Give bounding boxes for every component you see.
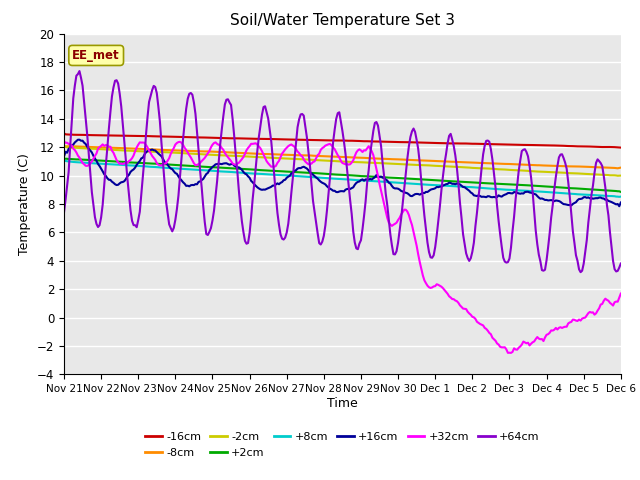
Title: Soil/Water Temperature Set 3: Soil/Water Temperature Set 3 [230,13,455,28]
X-axis label: Time: Time [327,397,358,410]
Y-axis label: Temperature (C): Temperature (C) [19,153,31,255]
Legend: -16cm, -8cm, -2cm, +2cm, +8cm, +16cm, +32cm, +64cm: -16cm, -8cm, -2cm, +2cm, +8cm, +16cm, +3… [141,428,544,462]
Text: EE_met: EE_met [72,49,120,62]
